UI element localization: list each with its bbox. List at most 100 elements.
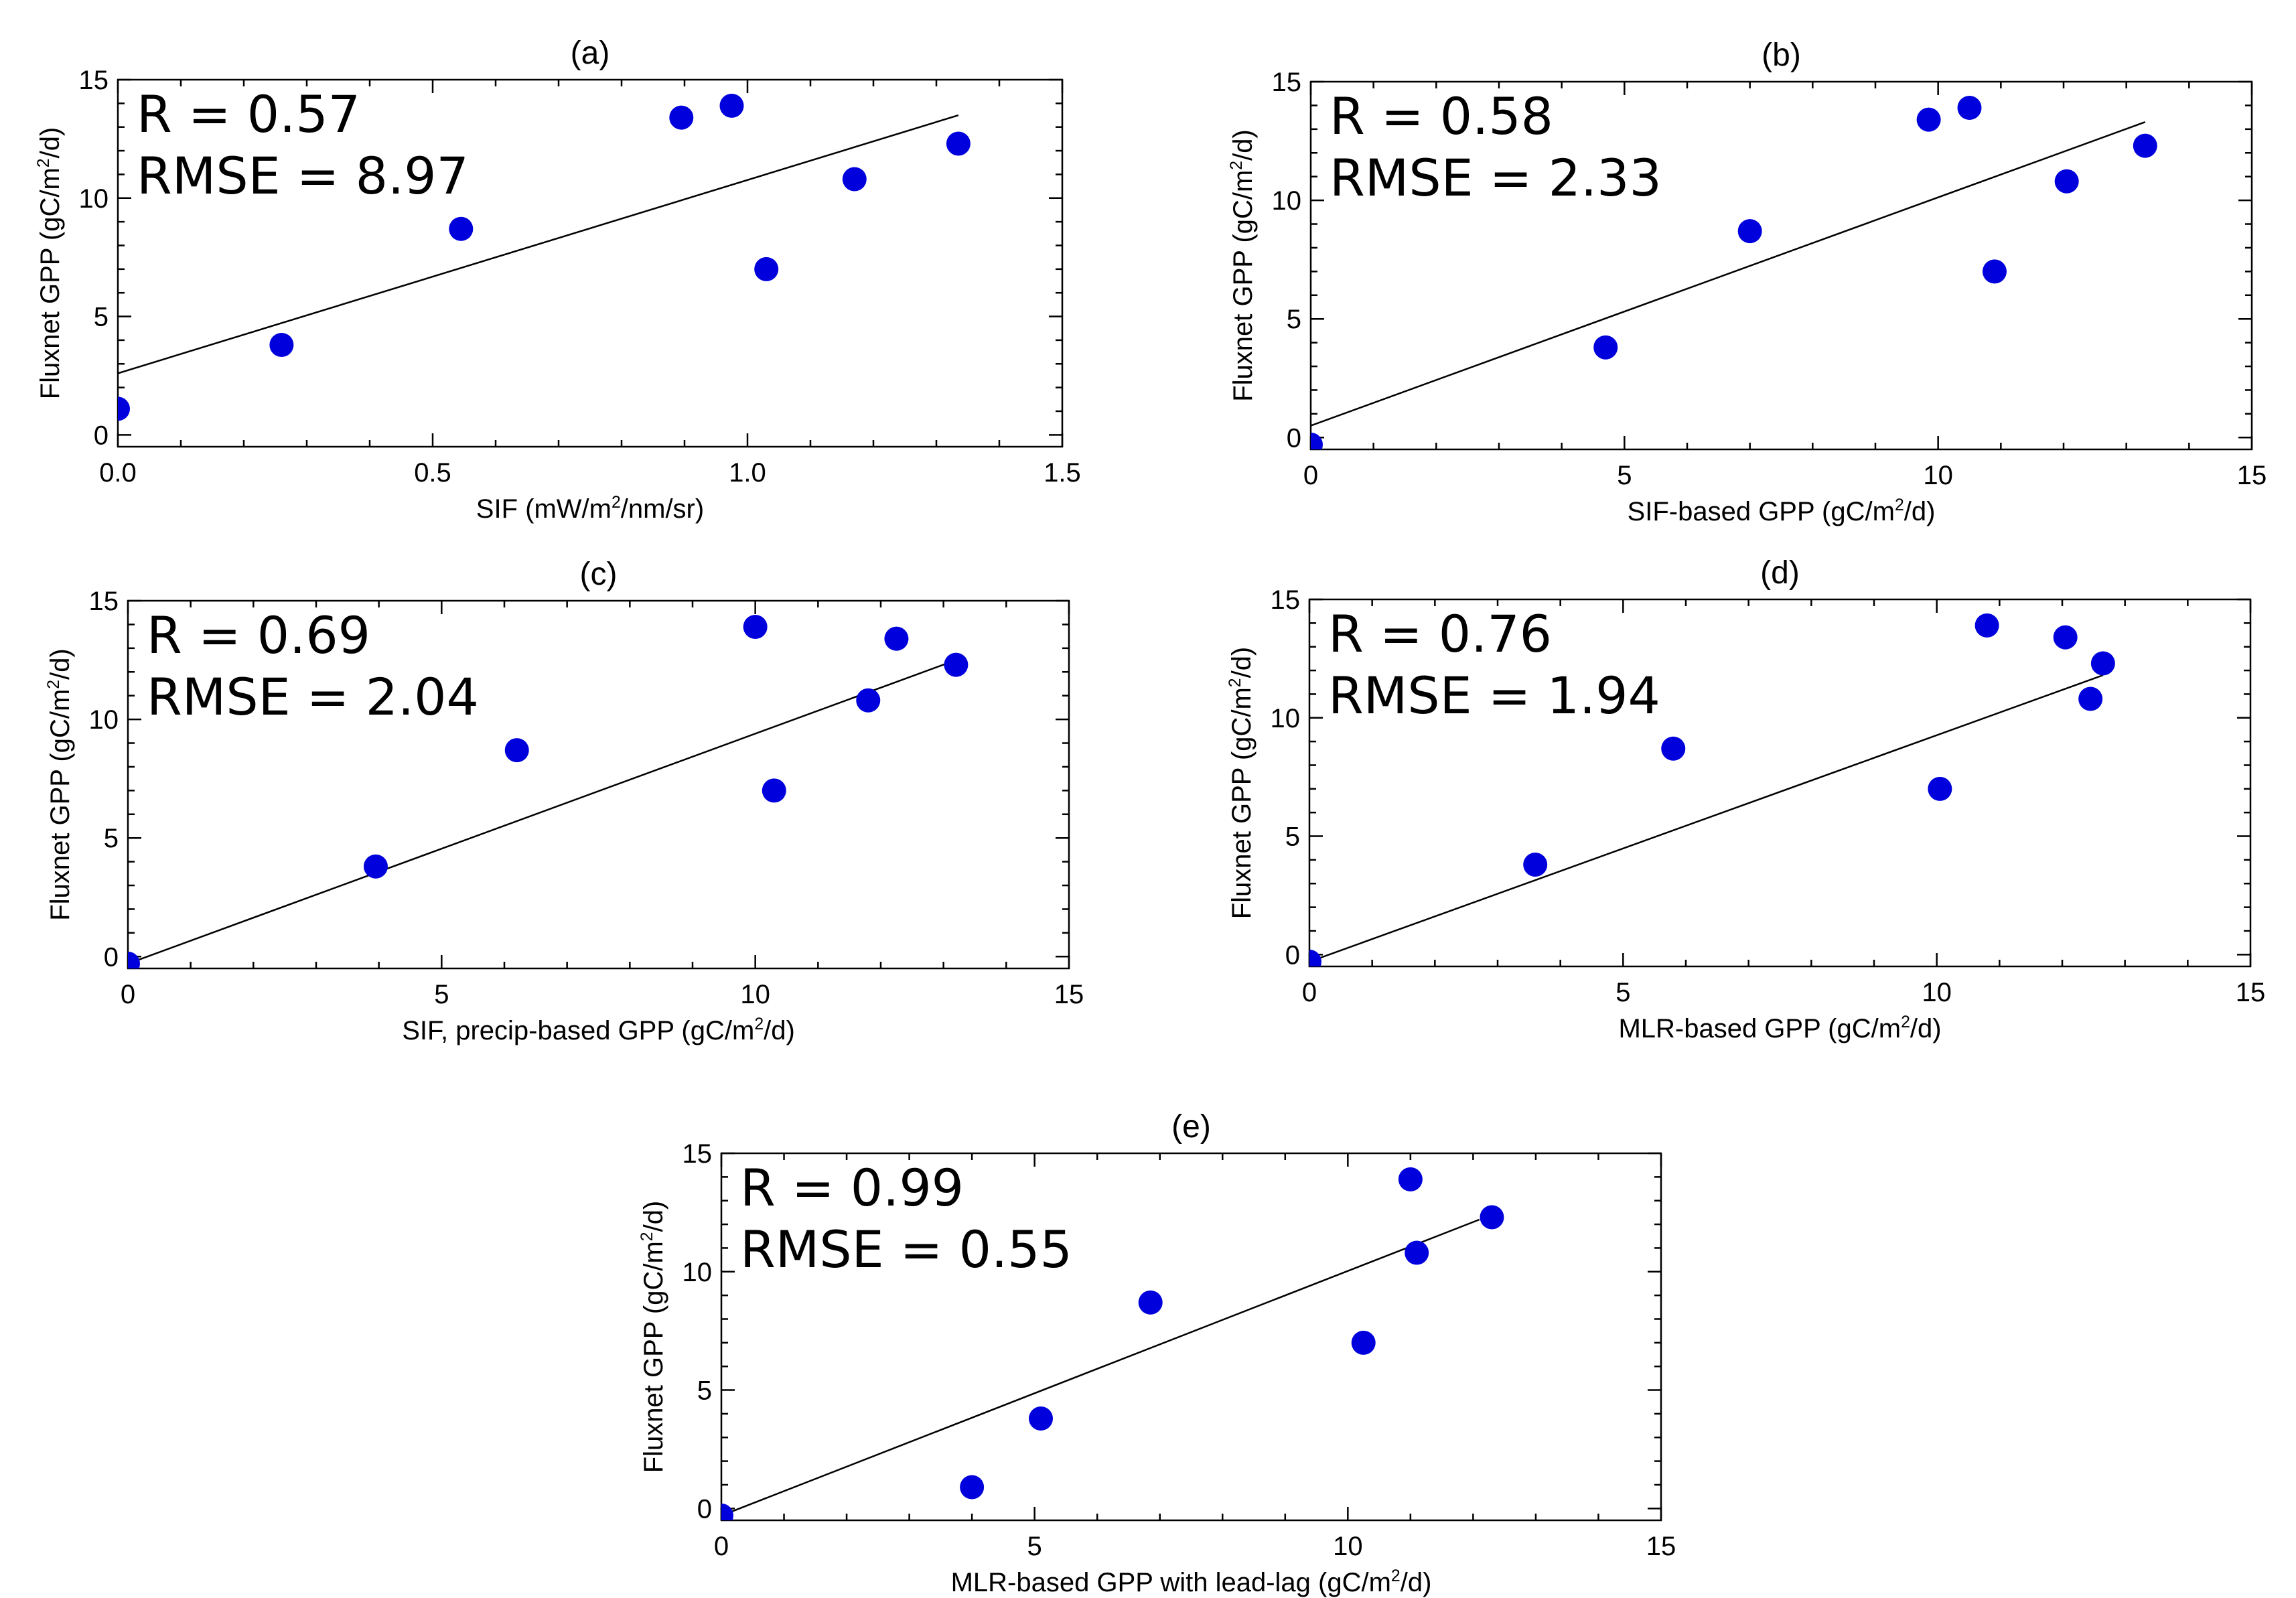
y-axis-label-superscript: 2	[1228, 161, 1246, 170]
y-axis-label-text: Fluxnet GPP (gC/m	[1228, 170, 1258, 402]
y-tick-label: 0	[697, 1494, 712, 1524]
x-tick-label: 5	[1027, 1532, 1042, 1561]
data-point	[504, 738, 529, 763]
data-point	[1311, 432, 1323, 449]
regression-line	[721, 1218, 1480, 1517]
data-point	[1916, 107, 1941, 132]
data-point	[721, 1503, 733, 1520]
y-tick-label: 5	[697, 1376, 712, 1406]
y-axis-label-text-end: /d)	[639, 1201, 668, 1232]
data-point	[1405, 1240, 1429, 1265]
y-tick-label: 10	[1271, 704, 1301, 733]
plot-area	[118, 93, 971, 421]
data-point	[1523, 852, 1548, 877]
y-axis-label: Fluxnet GPP (gC/m2/d)	[35, 127, 65, 400]
x-axis-label: SIF (mW/m2/nm/sr)	[476, 494, 704, 524]
y-tick-label: 15	[1271, 585, 1301, 615]
data-point	[743, 614, 768, 639]
x-tick-label: 1.0	[729, 458, 766, 488]
data-point	[449, 216, 474, 241]
data-point	[856, 688, 881, 713]
data-point	[719, 93, 744, 118]
y-tick-label: 15	[1272, 68, 1302, 97]
y-axis-label-text: Fluxnet GPP (gC/m	[35, 167, 65, 399]
panel-title: (c)	[580, 557, 618, 592]
regression-line	[128, 659, 956, 965]
data-point	[118, 396, 130, 421]
stat-rmse: RMSE = 0.55	[740, 1220, 1072, 1279]
x-tick-label: 15	[2237, 461, 2267, 490]
y-axis-label-text: Fluxnet GPP (gC/m	[46, 689, 75, 921]
y-tick-label: 10	[683, 1258, 713, 1287]
panel-title: (a)	[571, 35, 610, 71]
y-axis-label: Fluxnet GPP (gC/m2/d)	[1226, 647, 1257, 920]
y-axis-label: Fluxnet GPP (gC/m2/d)	[638, 1201, 668, 1473]
x-tick-label: 0.0	[99, 458, 137, 488]
y-axis-label-text-end: /d)	[46, 648, 75, 680]
y-axis-label-superscript: 2	[638, 1232, 656, 1241]
data-point	[1029, 1406, 1054, 1431]
y-tick-label: 0	[1285, 940, 1300, 970]
x-axis-label: SIF-based GPP (gC/m2/d)	[1628, 496, 1936, 526]
y-tick-label: 0	[104, 942, 119, 972]
x-axis-label-text-end: /d)	[1904, 497, 1936, 526]
y-tick-label: 15	[79, 66, 109, 95]
x-tick-label: 10	[1922, 978, 1952, 1007]
x-axis-label: SIF, precip-based GPP (gC/m2/d)	[402, 1015, 795, 1045]
x-tick-label: 15	[1054, 980, 1084, 1009]
x-axis-label-text: MLR-based GPP with lead-lag (gC/m	[951, 1568, 1391, 1597]
data-point	[1661, 736, 1686, 761]
data-point	[2053, 625, 2078, 650]
stat-rmse: RMSE = 2.33	[1330, 148, 1662, 208]
plot-area	[1311, 95, 2157, 449]
data-point	[669, 105, 694, 130]
y-axis-label-text-end: /d)	[35, 127, 65, 159]
y-axis-label-text: Fluxnet GPP (gC/m	[1227, 687, 1257, 919]
x-tick-label: 15	[2236, 978, 2266, 1007]
x-axis-label-text-end: /d)	[764, 1016, 795, 1045]
data-point	[2054, 169, 2079, 194]
x-axis-label-superscript: 2	[612, 494, 621, 512]
plot-area	[721, 1167, 1504, 1520]
x-tick-label: 10	[1923, 461, 1953, 490]
plot-frame	[1308, 598, 2252, 968]
y-tick-label: 10	[89, 705, 119, 735]
x-axis-label-superscript: 2	[1391, 1567, 1401, 1585]
y-tick-label: 5	[1287, 305, 1301, 334]
data-point	[1138, 1290, 1163, 1315]
x-tick-label: 0.5	[414, 458, 451, 488]
stat-rmse: RMSE = 8.97	[137, 146, 469, 206]
x-tick-label: 5	[1617, 461, 1632, 490]
data-point	[762, 778, 786, 803]
x-tick-label: 5	[1616, 978, 1630, 1007]
x-tick-label: 0	[714, 1532, 729, 1561]
y-axis-label-text: Fluxnet GPP (gC/m	[639, 1241, 668, 1473]
plot-area	[128, 614, 968, 968]
plot-frame	[720, 1152, 1662, 1522]
regression-line	[1309, 674, 2104, 963]
x-axis-label-text: SIF (mW/m	[476, 494, 612, 524]
y-tick-label: 15	[89, 587, 119, 616]
data-point	[1480, 1205, 1504, 1230]
stat-r: R = 0.99	[740, 1158, 964, 1218]
data-point	[1737, 219, 1762, 244]
y-axis-label-text-end: /d)	[1228, 129, 1258, 161]
y-tick-label: 15	[683, 1139, 713, 1169]
y-axis-label-superscript: 2	[45, 680, 63, 689]
plot-frame	[1309, 80, 2253, 451]
data-point	[1957, 95, 1982, 120]
x-axis-label-superscript: 2	[754, 1015, 764, 1033]
x-axis-label-text: MLR-based GPP (gC/m	[1618, 1014, 1901, 1043]
x-tick-label: 10	[740, 980, 770, 1009]
stat-rmse: RMSE = 1.94	[1328, 666, 1660, 725]
y-axis-label-superscript: 2	[1226, 678, 1244, 687]
data-point	[842, 167, 867, 192]
x-axis-label-text-end: /nm/sr)	[621, 494, 704, 524]
regression-line	[1311, 121, 2146, 427]
stat-r: R = 0.57	[137, 84, 360, 144]
data-point	[363, 854, 388, 879]
data-point	[1975, 613, 1999, 638]
